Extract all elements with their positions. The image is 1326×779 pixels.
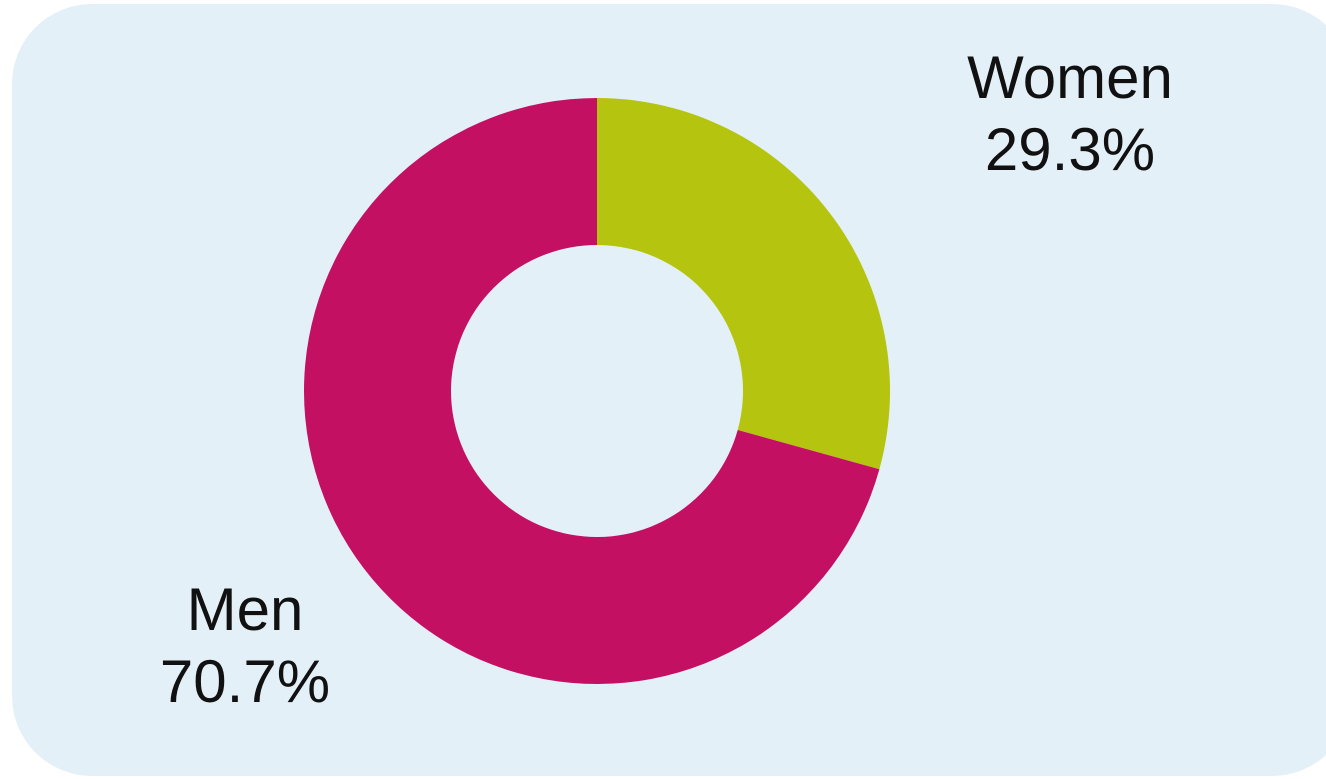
slice-women: [597, 98, 890, 470]
women-slice-label: Women 29.3%: [945, 42, 1195, 186]
women-label-text: Women: [967, 44, 1173, 111]
men-label-text: Men: [186, 576, 304, 643]
slice-men: [304, 98, 880, 684]
men-value-text: 70.7%: [159, 648, 331, 715]
men-slice-label: Men 70.7%: [120, 574, 370, 718]
women-value-text: 29.3%: [984, 116, 1156, 183]
